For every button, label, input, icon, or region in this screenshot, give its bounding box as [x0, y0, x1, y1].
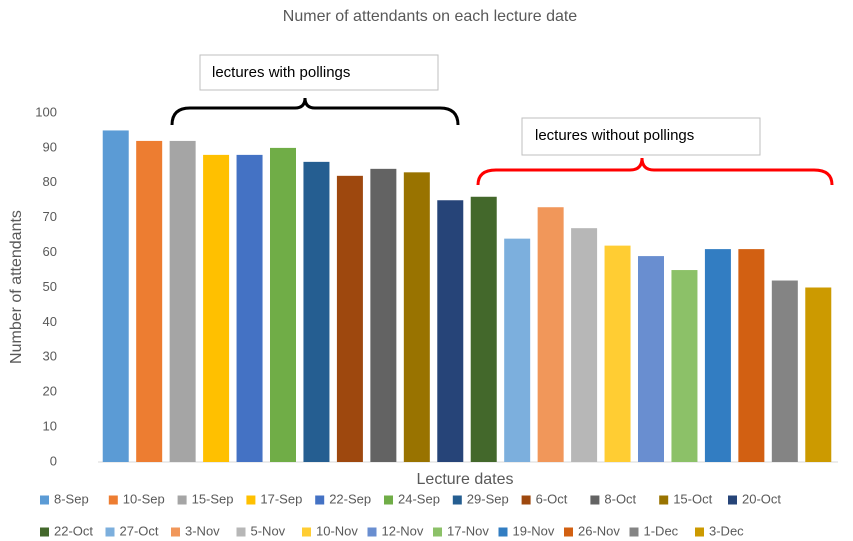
- legend-swatch: [171, 527, 180, 537]
- legend-label: 29-Sep: [467, 491, 509, 506]
- legend-label: 27-Oct: [120, 523, 159, 538]
- y-tick-label: 40: [43, 314, 57, 329]
- legend-label: 5-Nov: [251, 523, 286, 538]
- legend-swatch: [177, 495, 187, 505]
- legend-label: 10-Sep: [123, 491, 165, 506]
- legend-swatch: [695, 527, 704, 537]
- legend-label: 10-Nov: [316, 523, 358, 538]
- bar: [805, 287, 832, 462]
- legend-swatch: [108, 495, 118, 505]
- bar: [169, 140, 196, 463]
- bar: [738, 249, 765, 462]
- legend-label: 8-Oct: [604, 491, 636, 506]
- legend-label: 26-Nov: [578, 523, 620, 538]
- legend-label: 22-Sep: [329, 491, 371, 506]
- bar: [236, 154, 263, 462]
- y-tick-label: 90: [43, 139, 57, 154]
- legend-label: 17-Nov: [447, 523, 489, 538]
- bar: [504, 238, 531, 462]
- legend-swatch: [246, 495, 256, 505]
- legend-swatch: [433, 527, 442, 537]
- legend-swatch: [659, 495, 669, 505]
- y-tick-label: 80: [43, 174, 57, 189]
- y-tick-label: 20: [43, 384, 57, 399]
- bar: [537, 207, 564, 462]
- legend-swatch: [236, 527, 246, 537]
- annotation: lectures with pollings: [212, 64, 350, 81]
- brace: [170, 97, 460, 126]
- bar: [704, 249, 731, 462]
- legend-label: 6-Oct: [536, 491, 568, 506]
- legend-label: 1-Dec: [644, 523, 679, 538]
- legend-label: 3-Nov: [185, 523, 220, 538]
- annotation-box: [199, 54, 439, 91]
- legend-label: 15-Sep: [192, 491, 234, 506]
- legend-swatch: [302, 527, 311, 537]
- legend-swatch: [40, 527, 49, 537]
- bar: [604, 245, 631, 462]
- bar: [638, 256, 664, 462]
- legend-label: 20-Oct: [742, 491, 781, 506]
- legend-label: 17-Sep: [260, 491, 302, 506]
- legend-label: 22-Oct: [54, 523, 93, 538]
- y-tick-label: 30: [43, 349, 57, 364]
- y-tick-label: 10: [43, 419, 57, 434]
- bar: [203, 154, 230, 462]
- annotation-box: [521, 117, 761, 156]
- legend-swatch: [521, 495, 531, 505]
- legend-swatch: [629, 527, 639, 537]
- legend-label: 12-Nov: [382, 523, 424, 538]
- bar: [370, 168, 397, 462]
- legend-swatch: [40, 495, 49, 505]
- y-tick-label: 100: [35, 104, 57, 119]
- legend-swatch: [384, 495, 393, 505]
- bar: [571, 228, 598, 462]
- y-tick-label: 0: [50, 453, 57, 468]
- brace: [476, 157, 834, 186]
- legend-swatch: [452, 495, 462, 505]
- bar: [303, 161, 330, 463]
- legend-label: 15-Oct: [673, 491, 712, 506]
- chart-title: Numer of attendants on each lecture date: [283, 8, 578, 25]
- bar: [437, 200, 464, 462]
- legend-label: 24-Sep: [398, 491, 440, 506]
- x-axis-label: Lecture dates: [417, 471, 514, 488]
- y-tick-label: 60: [43, 244, 57, 259]
- legend-swatch: [728, 495, 737, 505]
- legend-label: 3-Dec: [709, 523, 744, 538]
- y-axis-label: Number of attendants: [8, 210, 25, 364]
- bar: [470, 196, 497, 462]
- legend-swatch: [590, 495, 600, 505]
- legend-swatch: [105, 527, 115, 537]
- bar: [136, 140, 163, 463]
- y-tick-label: 70: [43, 209, 57, 224]
- y-tick-label: 50: [43, 279, 57, 294]
- legend-swatch: [498, 527, 508, 537]
- legend-swatch: [315, 495, 325, 505]
- legend-swatch: [367, 527, 377, 537]
- legend-label: 19-Nov: [513, 523, 555, 538]
- bar: [102, 130, 129, 462]
- annotation: lectures without pollings: [535, 127, 694, 144]
- bar: [771, 280, 798, 462]
- legend-swatch: [564, 527, 573, 537]
- bar: [403, 172, 430, 462]
- bar: [270, 147, 296, 462]
- bar: [671, 270, 698, 462]
- legend-label: 8-Sep: [54, 491, 89, 506]
- bar: [336, 175, 363, 462]
